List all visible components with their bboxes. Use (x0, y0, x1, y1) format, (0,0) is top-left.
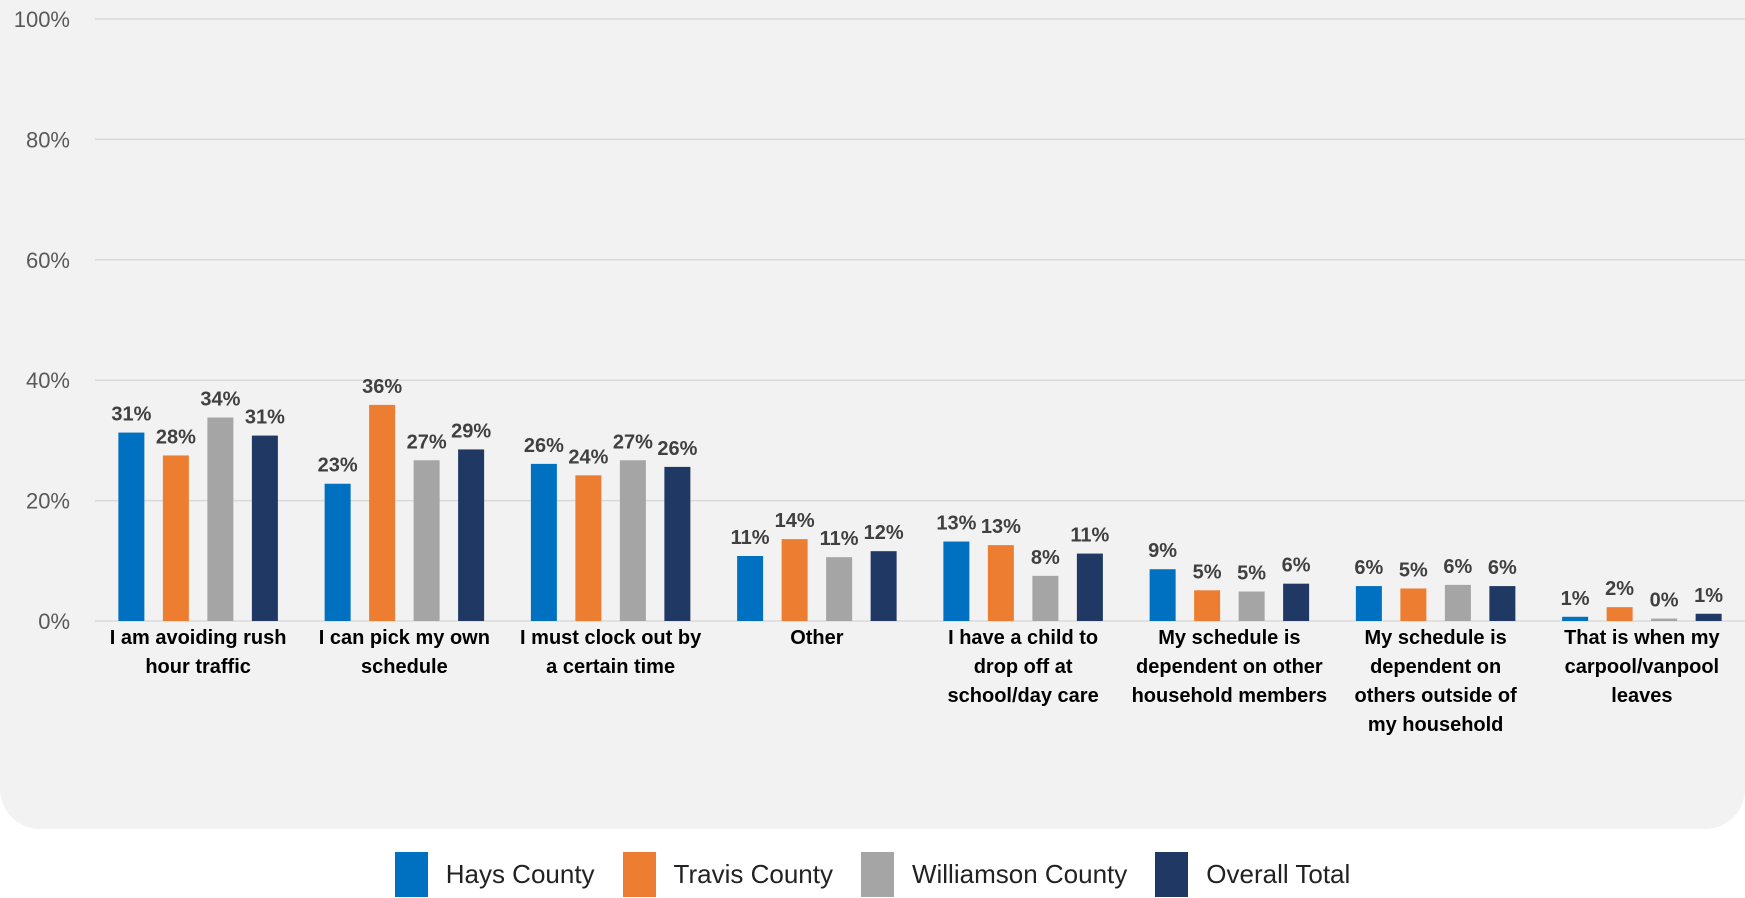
data-label: 11% (1070, 525, 1109, 547)
data-label: 0% (1650, 590, 1679, 612)
bar (413, 460, 440, 621)
x-tick-label: Other (790, 627, 844, 649)
data-label: 5% (1399, 559, 1428, 581)
bar (251, 435, 278, 621)
legend-swatch (622, 852, 656, 897)
bar (619, 460, 646, 621)
x-tick-label: I must clock out by a certain time (520, 627, 702, 678)
data-label: 6% (1282, 555, 1311, 577)
legend-label: Hays County (445, 859, 595, 889)
data-label: 9% (1148, 540, 1177, 562)
data-label: 28% (156, 426, 196, 448)
data-label: 36% (362, 376, 402, 398)
x-tick-label: My schedule is dependent on others outsi… (1354, 627, 1517, 736)
data-label: 11% (731, 527, 770, 549)
bar (1238, 591, 1265, 621)
data-label: 11% (820, 528, 859, 550)
bar (664, 466, 691, 621)
bar (943, 541, 970, 621)
data-label: 29% (451, 420, 491, 442)
data-label: 5% (1237, 563, 1266, 585)
data-label: 34% (200, 389, 240, 411)
bar (987, 545, 1014, 621)
data-label: 8% (1031, 547, 1060, 569)
data-label: 23% (318, 455, 358, 477)
legend-item: Hays County (394, 852, 595, 897)
bar (1355, 586, 1382, 621)
legend-swatch (394, 852, 428, 897)
bar (1695, 613, 1722, 621)
bar (324, 483, 351, 621)
bar (575, 475, 602, 621)
data-label: 26% (657, 438, 697, 460)
data-label: 31% (111, 404, 151, 426)
data-label: 27% (407, 431, 447, 453)
x-tick-label: I can pick my own schedule (318, 627, 490, 678)
data-label: 1% (1694, 585, 1723, 607)
bar (1149, 569, 1176, 621)
bar (118, 432, 145, 621)
legend-swatch (1155, 852, 1189, 897)
bar (162, 455, 189, 621)
data-label: 26% (524, 435, 564, 457)
bar (1489, 586, 1516, 621)
y-tick-label: 80% (26, 127, 70, 152)
data-label: 12% (864, 522, 904, 544)
bar (1606, 607, 1633, 621)
x-tick-label: I am avoiding rush hour traffic (109, 627, 287, 678)
data-label: 6% (1354, 557, 1383, 579)
y-tick-label: 0% (38, 609, 70, 634)
bar (458, 449, 485, 621)
bar (1562, 616, 1589, 621)
legend-swatch (860, 852, 894, 897)
bar (207, 417, 234, 621)
legend-label: Overall Total (1206, 859, 1351, 889)
data-label: 1% (1561, 588, 1590, 610)
y-tick-label: 60% (26, 248, 70, 273)
bar (1076, 553, 1103, 621)
data-label: 6% (1443, 556, 1472, 578)
bar (1032, 575, 1059, 621)
legend-item: Overall Total (1155, 852, 1350, 897)
legend-item: Travis County (622, 852, 833, 897)
plot-background (0, 0, 1745, 829)
data-label: 24% (568, 446, 608, 468)
y-tick-label: 40% (26, 368, 70, 393)
bar (826, 557, 853, 621)
bar (369, 404, 396, 621)
legend: Hays County Travis County Williamson Count… (0, 852, 1745, 897)
bar (870, 551, 897, 621)
bar (781, 539, 808, 621)
x-tick-label: That is when my carpool/vanpool leaves (1564, 627, 1720, 707)
data-label: 27% (613, 431, 653, 453)
bar (737, 555, 764, 621)
data-label: 2% (1605, 578, 1634, 600)
data-label: 14% (775, 510, 815, 532)
bar (1400, 588, 1427, 621)
data-label: 6% (1488, 557, 1517, 579)
bar (1651, 618, 1678, 621)
y-tick-label: 20% (26, 489, 70, 514)
bar (1283, 583, 1310, 621)
bar (1444, 584, 1471, 621)
legend-label: Williamson County (911, 859, 1128, 889)
data-label: 13% (981, 516, 1021, 538)
legend-label: Travis County (673, 859, 833, 889)
legend-item: Williamson County (860, 852, 1128, 897)
y-tick-label: 100% (14, 7, 70, 32)
bar (530, 463, 557, 621)
data-label: 31% (245, 407, 285, 429)
x-tick-label: I have a child to drop off at school/day… (947, 627, 1099, 707)
data-label: 5% (1193, 561, 1222, 583)
data-label: 13% (936, 513, 976, 535)
bar (1194, 590, 1221, 621)
x-tick-label: My schedule is dependent on other househ… (1131, 627, 1328, 707)
